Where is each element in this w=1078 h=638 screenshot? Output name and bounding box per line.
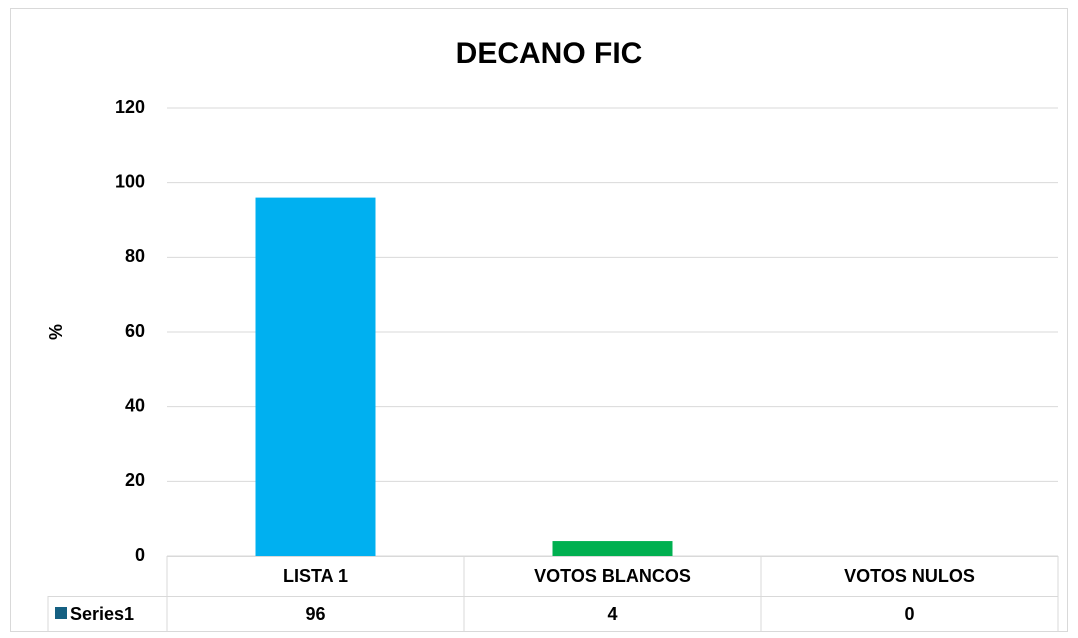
legend-label: Series1 [70,604,134,624]
bar [255,197,376,556]
y-tick-label: 100 [115,171,145,191]
table-value: 96 [305,604,325,624]
y-axis-label: % [46,324,66,340]
y-tick-label: 80 [125,246,145,266]
x-tick-label: VOTOS BLANCOS [534,566,691,586]
chart-title: DECANO FIC [456,37,643,70]
table-value: 0 [904,604,914,624]
legend-key [55,607,67,619]
chart-frame [10,8,1068,632]
bar [552,541,673,556]
x-tick-label: LISTA 1 [283,566,348,586]
x-tick-label: VOTOS NULOS [844,566,975,586]
table-value: 4 [607,604,617,624]
y-tick-label: 120 [115,97,145,117]
y-tick-label: 60 [125,321,145,341]
y-tick-label: 20 [125,470,145,490]
y-tick-label: 40 [125,395,145,415]
y-tick-label: 0 [135,545,145,565]
